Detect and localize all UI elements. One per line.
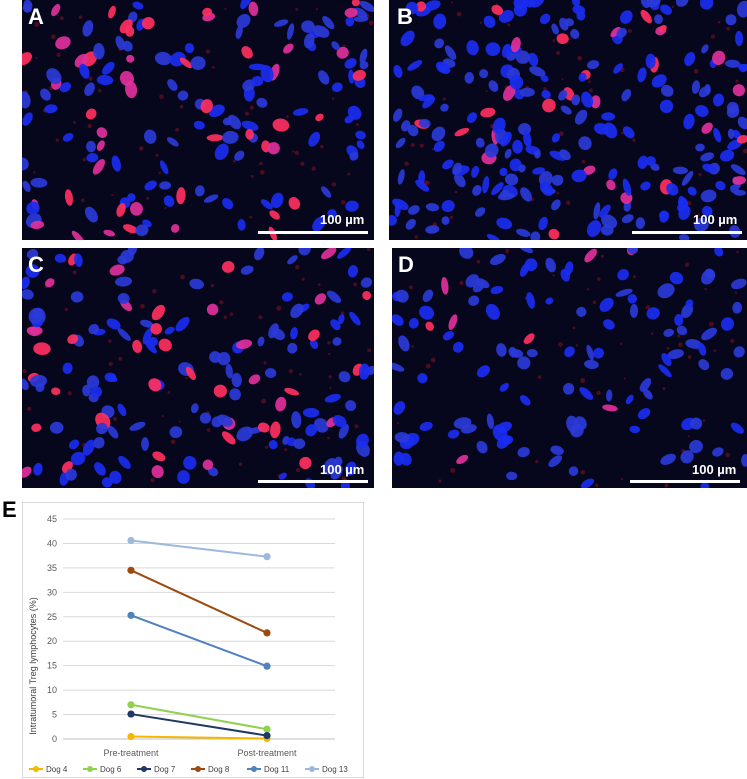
panel-a-label: A — [28, 4, 44, 29]
panel-a-scale-label: 100 µm — [320, 212, 365, 227]
legend-item: Dog 7 — [137, 765, 176, 774]
data-point — [127, 732, 135, 741]
series-line — [130, 569, 268, 634]
y-tick-label: 0 — [52, 734, 57, 744]
y-tick-label: 40 — [47, 538, 57, 548]
x-tick-label: Post-treatment — [237, 748, 297, 758]
legend-item: Dog 11 — [247, 765, 290, 774]
data-point — [263, 629, 271, 637]
y-tick-label: 35 — [47, 563, 57, 573]
legend-item: Dog 13 — [305, 765, 348, 774]
panel-d: D 100 µm — [392, 248, 747, 488]
panel-c-label: C — [28, 252, 44, 277]
data-point — [127, 701, 135, 709]
legend-label: Dog 6 — [100, 765, 122, 774]
legend-label: Dog 4 — [46, 765, 68, 774]
legend-marker-dot — [195, 766, 201, 772]
panel-d-scale-bar — [630, 480, 740, 483]
panel-d-scale-label: 100 µm — [692, 462, 737, 477]
data-point — [263, 731, 271, 740]
y-tick-label: 30 — [47, 587, 57, 597]
y-tick-label: 10 — [47, 685, 57, 695]
legend-label: Dog 7 — [154, 765, 176, 774]
legend-label: Dog 8 — [208, 765, 230, 774]
legend-marker-dot — [251, 766, 257, 772]
panel-b-scale-bar — [632, 231, 742, 234]
legend-item: Dog 6 — [83, 765, 122, 774]
legend-item: Dog 8 — [191, 765, 230, 774]
y-tick-label: 5 — [52, 710, 57, 720]
series-line — [130, 713, 268, 737]
legend-label: Dog 11 — [264, 765, 290, 774]
y-tick-label: 25 — [47, 612, 57, 622]
chart-canvas: Intratumoral Treg lymphocytes (%) 0 5 10 15… — [28, 514, 348, 774]
series-line — [130, 703, 268, 731]
panel-a: A 100 µm — [22, 0, 374, 240]
legend-marker-dot — [141, 766, 147, 772]
series-line — [130, 539, 268, 558]
y-tick-labels: 0 5 10 15 20 25 30 35 40 45 — [47, 514, 57, 744]
data-point — [127, 611, 135, 619]
y-tick-label: 20 — [47, 636, 57, 646]
legend-marker-dot — [87, 766, 93, 772]
panel-d-label: D — [398, 252, 414, 277]
data-point — [263, 662, 271, 670]
legend-item: Dog 4 — [29, 765, 68, 774]
data-point — [127, 566, 135, 574]
panel-a-scale-bar — [258, 231, 368, 234]
series-line — [130, 614, 268, 668]
legend-label: Dog 13 — [322, 765, 348, 774]
panel-b-label: B — [397, 4, 413, 29]
panel-c: C 100 µm — [22, 248, 374, 488]
data-point — [263, 725, 271, 733]
panel-c-image — [22, 248, 374, 488]
data-point — [127, 710, 135, 718]
y-axis-label: Intratumoral Treg lymphocytes (%) — [28, 597, 38, 735]
treg-line-chart: Intratumoral Treg lymphocytes (%) 0 5 10 15… — [22, 502, 364, 778]
data-point — [127, 536, 135, 545]
legend: Dog 4 Dog 6 Dog 7 Dog 8 Dog 11 Dog 13 — [29, 765, 348, 774]
panel-b-scale-label: 100 µm — [693, 212, 738, 227]
panel-b: B 100 µm — [389, 0, 747, 240]
series-lines — [127, 536, 271, 743]
grid-lines — [63, 518, 335, 740]
panel-c-scale-label: 100 µm — [320, 462, 365, 477]
panel-a-image — [22, 0, 374, 240]
y-tick-label: 45 — [47, 514, 57, 524]
x-tick-label: Pre-treatment — [103, 748, 159, 758]
x-tick-labels: Pre-treatment Post-treatment — [103, 748, 297, 758]
panel-e-label: E — [2, 497, 17, 522]
panel-c-scale-bar — [258, 480, 368, 483]
series-line — [130, 735, 268, 740]
data-point — [263, 553, 271, 561]
panel-b-image — [389, 0, 747, 240]
legend-marker-dot — [33, 766, 39, 772]
legend-marker-dot — [309, 766, 315, 772]
y-tick-label: 15 — [47, 661, 57, 671]
panel-d-image — [392, 248, 747, 488]
